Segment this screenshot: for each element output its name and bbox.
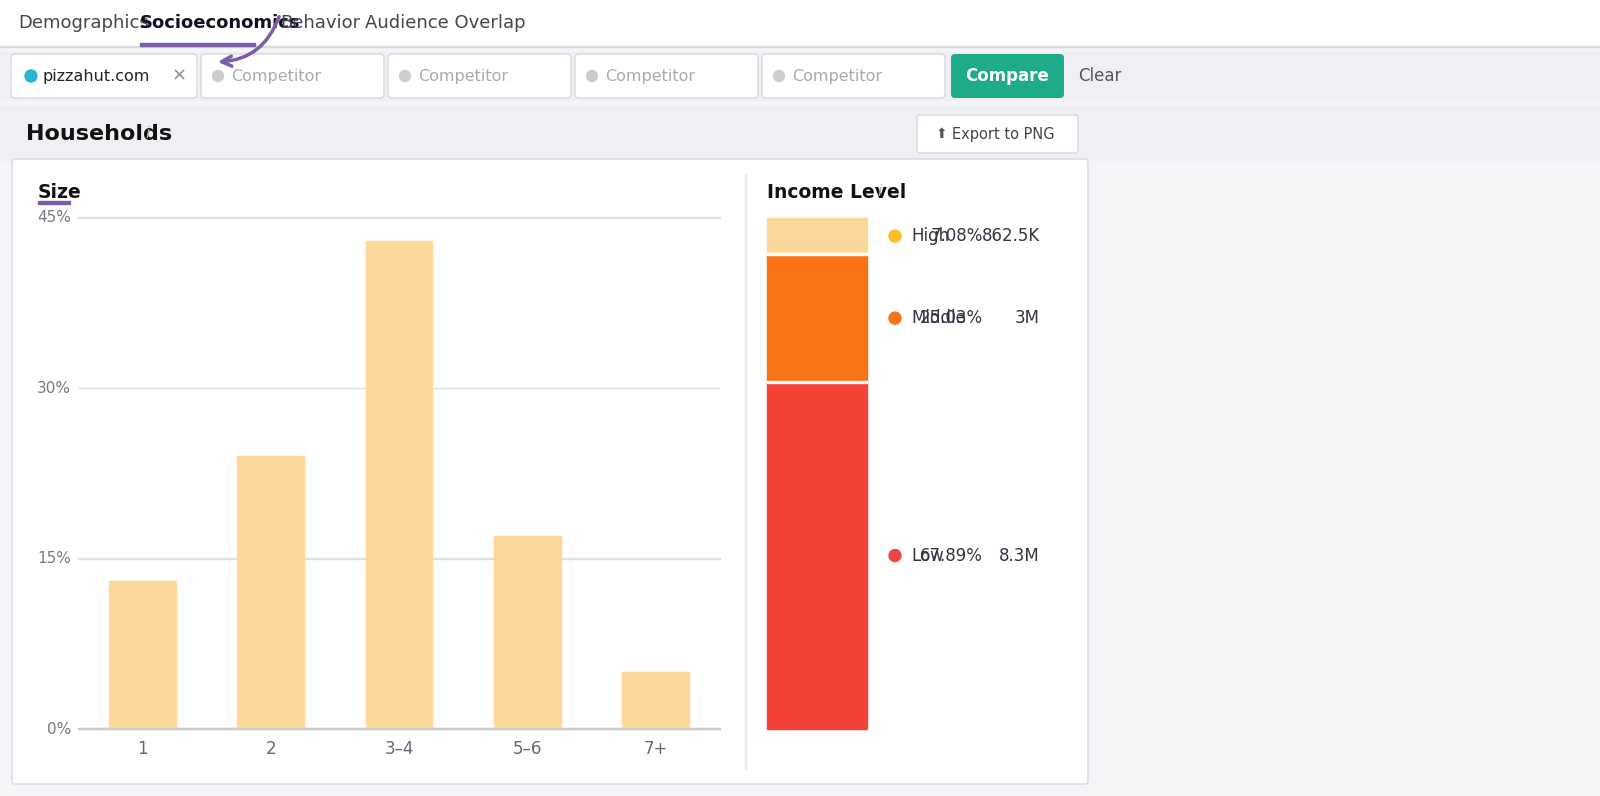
Text: 8.3M: 8.3M — [1000, 547, 1040, 564]
Circle shape — [773, 71, 784, 81]
Bar — [494, 536, 560, 729]
Text: 30%: 30% — [37, 380, 70, 396]
Bar — [0, 0, 1600, 46]
Bar — [0, 46, 1600, 47]
Text: ×: × — [171, 67, 187, 85]
Text: i: i — [877, 185, 882, 200]
Bar — [109, 581, 176, 729]
Text: 7.08%: 7.08% — [931, 227, 982, 245]
Text: Socioeconomics: Socioeconomics — [141, 14, 301, 32]
Circle shape — [890, 312, 901, 324]
Text: 5–6: 5–6 — [512, 740, 542, 758]
Bar — [766, 218, 867, 254]
Bar — [766, 254, 867, 382]
Bar — [78, 558, 720, 559]
Text: Low: Low — [910, 547, 944, 564]
FancyBboxPatch shape — [762, 54, 946, 98]
Text: ⬆: ⬆ — [936, 127, 947, 141]
FancyBboxPatch shape — [11, 54, 197, 98]
Text: Demographics: Demographics — [18, 14, 149, 32]
Bar — [366, 240, 432, 729]
Bar — [766, 382, 867, 729]
Text: 2: 2 — [266, 740, 275, 758]
Text: 0%: 0% — [46, 721, 70, 736]
Text: Competitor: Competitor — [605, 68, 694, 84]
Circle shape — [890, 549, 901, 561]
Text: 862.5K: 862.5K — [982, 227, 1040, 245]
Circle shape — [587, 71, 597, 81]
Bar — [78, 728, 720, 729]
Circle shape — [26, 70, 37, 82]
Bar — [0, 52, 1600, 100]
Bar — [0, 106, 1600, 160]
Circle shape — [400, 71, 411, 81]
Bar — [766, 380, 867, 383]
FancyBboxPatch shape — [574, 54, 758, 98]
Text: 3M: 3M — [1014, 309, 1040, 327]
Text: Clear: Clear — [1078, 67, 1122, 85]
Bar — [78, 728, 720, 729]
Circle shape — [213, 71, 224, 81]
Text: Behavior: Behavior — [280, 14, 360, 32]
FancyBboxPatch shape — [202, 54, 384, 98]
FancyBboxPatch shape — [387, 54, 571, 98]
Text: 45%: 45% — [37, 210, 70, 225]
Circle shape — [890, 230, 901, 242]
Text: i: i — [146, 127, 149, 142]
Text: 1: 1 — [138, 740, 147, 758]
Text: pizzahut.com: pizzahut.com — [43, 68, 150, 84]
Bar — [38, 201, 70, 204]
Bar — [622, 673, 690, 729]
Bar — [78, 217, 720, 218]
Text: Households: Households — [26, 124, 173, 144]
Text: Middle: Middle — [910, 309, 966, 327]
Text: Competitor: Competitor — [792, 68, 882, 84]
FancyBboxPatch shape — [13, 159, 1088, 784]
Text: High: High — [910, 227, 949, 245]
Text: Export to PNG: Export to PNG — [952, 127, 1054, 142]
Bar — [766, 252, 867, 256]
Bar — [141, 43, 254, 46]
Text: Compare: Compare — [965, 67, 1050, 85]
FancyBboxPatch shape — [917, 115, 1078, 153]
Text: 67.89%: 67.89% — [920, 547, 982, 564]
FancyBboxPatch shape — [950, 54, 1064, 98]
Text: 7+: 7+ — [643, 740, 667, 758]
Text: 3–4: 3–4 — [384, 740, 414, 758]
Text: Competitor: Competitor — [230, 68, 322, 84]
Bar — [237, 456, 304, 729]
Text: Size: Size — [38, 182, 82, 201]
Text: Income Level: Income Level — [766, 182, 906, 201]
Text: Audience Overlap: Audience Overlap — [365, 14, 526, 32]
Text: 15%: 15% — [37, 551, 70, 566]
Text: Competitor: Competitor — [418, 68, 509, 84]
Text: 25.03%: 25.03% — [920, 309, 982, 327]
